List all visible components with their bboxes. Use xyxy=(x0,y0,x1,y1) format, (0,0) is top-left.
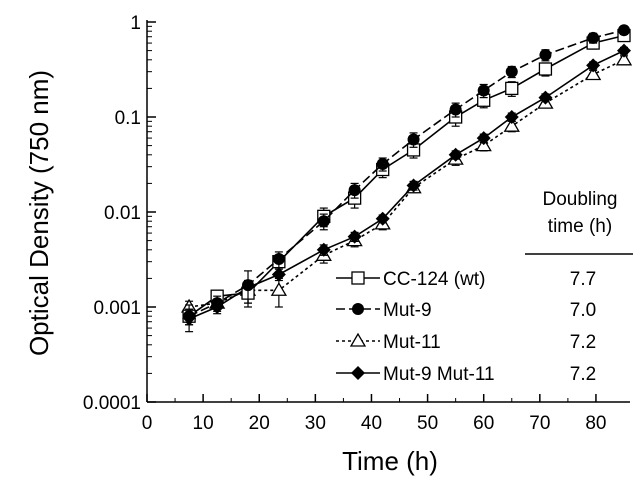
data-point-diamond xyxy=(448,147,463,162)
data-point-circle xyxy=(183,310,196,323)
data-point-circle xyxy=(477,84,490,97)
y-tick-label: 1 xyxy=(130,13,141,34)
data-series xyxy=(180,24,633,333)
data-point-triangle xyxy=(270,281,288,296)
data-point-diamond xyxy=(617,43,631,58)
doubling-time-value: 7.2 xyxy=(570,332,596,353)
series-line xyxy=(188,29,625,317)
y-tick-label: 0.1 xyxy=(115,108,141,129)
data-point-circle xyxy=(317,215,330,228)
data-point-circle xyxy=(272,253,285,266)
doubling-time-value: 7.7 xyxy=(570,269,596,290)
doubling-time-value: 7.2 xyxy=(570,364,596,385)
data-point-triangle xyxy=(349,332,367,347)
legend-label: CC-124 (wt) xyxy=(383,269,485,290)
y-axis-ticks: 0.0001 0.001 0.01 0.1 1 xyxy=(83,13,156,414)
data-point-diamond xyxy=(406,178,421,193)
legend: CC-124 (wt) Mut-9 Mut-11 Mut-9 Mut-11 xyxy=(336,269,495,385)
data-point-circle xyxy=(407,133,420,146)
x-tick-label: 50 xyxy=(417,413,438,434)
x-tick-label: 0 xyxy=(142,413,153,434)
data-point-diamond xyxy=(586,58,601,73)
x-tick-label: 60 xyxy=(473,413,494,434)
data-point-circle xyxy=(587,31,600,44)
data-point-triangle xyxy=(503,117,520,132)
data-point-diamond xyxy=(347,229,362,244)
data-point-diamond xyxy=(476,131,491,146)
x-tick-label: 40 xyxy=(361,413,382,434)
x-tick-label: 20 xyxy=(249,413,270,434)
data-point-diamond xyxy=(375,211,390,226)
doubling-time-table: Doubling time (h) 7.7 7.0 7.2 7.2 xyxy=(525,189,633,385)
data-point-circle xyxy=(376,158,389,171)
data-point-diamond xyxy=(538,90,553,105)
data-point-circle xyxy=(242,279,255,292)
data-point-diamond xyxy=(504,110,519,124)
series-mut-9 xyxy=(183,24,630,333)
data-point-triangle xyxy=(615,51,633,66)
x-axis-title: Time (h) xyxy=(342,446,438,476)
data-point-diamond xyxy=(271,267,286,282)
y-axis-title: Optical Density (750 nm) xyxy=(24,70,54,356)
x-axis-ticks: 0 10 20 30 40 50 60 70 80 xyxy=(142,394,607,434)
x-tick-label: 10 xyxy=(193,413,214,434)
table-header-line-1: Doubling xyxy=(543,189,618,210)
y-tick-label: 0.01 xyxy=(104,203,141,224)
data-point-circle xyxy=(539,48,552,61)
data-point-circle xyxy=(449,103,462,116)
legend-label: Mut-9 xyxy=(383,300,432,321)
data-point-diamond xyxy=(351,366,365,380)
y-tick-label: 0.001 xyxy=(93,298,141,319)
data-point-square xyxy=(505,81,519,96)
table-header-line-2: time (h) xyxy=(548,216,612,237)
data-point-circle xyxy=(618,24,630,37)
y-tick-label: 0.0001 xyxy=(83,393,141,414)
doubling-time-value: 7.0 xyxy=(570,300,596,321)
data-point-circle xyxy=(505,65,518,78)
axes xyxy=(146,20,630,403)
data-point-diamond xyxy=(316,242,331,257)
data-point-circle xyxy=(348,184,361,197)
x-tick-label: 80 xyxy=(585,413,606,434)
data-point-square xyxy=(351,271,365,285)
legend-label: Mut-11 xyxy=(383,332,441,353)
data-point-circle xyxy=(352,303,364,315)
legend-label: Mut-9 Mut-11 xyxy=(383,364,495,385)
x-tick-label: 30 xyxy=(305,413,326,434)
data-point-triangle xyxy=(585,66,602,81)
data-point-square xyxy=(538,62,553,76)
x-tick-label: 70 xyxy=(529,413,550,434)
data-point-circle xyxy=(211,297,224,310)
